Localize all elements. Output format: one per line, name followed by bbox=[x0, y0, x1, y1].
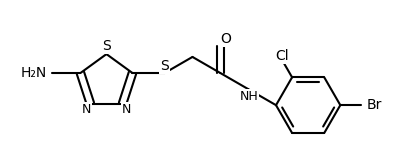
Text: S: S bbox=[160, 59, 169, 73]
Text: N: N bbox=[122, 103, 131, 116]
Text: H₂N: H₂N bbox=[20, 66, 47, 80]
Text: Cl: Cl bbox=[276, 48, 289, 62]
Text: N: N bbox=[82, 103, 91, 116]
Text: O: O bbox=[220, 32, 231, 46]
Text: NH: NH bbox=[240, 90, 258, 103]
Text: S: S bbox=[102, 39, 111, 53]
Text: Br: Br bbox=[366, 98, 381, 112]
